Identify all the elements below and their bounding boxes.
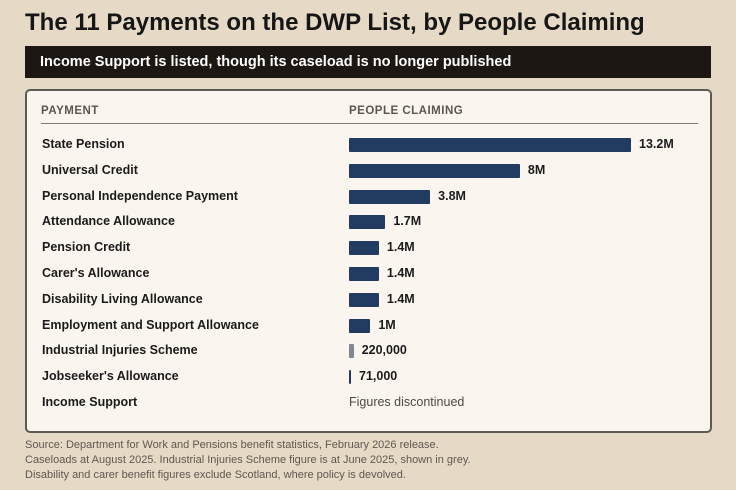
payment-label: Income Support	[42, 395, 138, 409]
bar-chart-rows: State Pension 13.2M Universal Credit 8M Pers…	[27, 91, 710, 431]
table-row: Personal Independence Payment 3.8M	[27, 184, 710, 210]
bar	[349, 241, 379, 256]
value-label: 8M	[527, 162, 546, 177]
bar	[349, 215, 386, 230]
source-line: Caseloads at August 2025. Industrial Inj…	[25, 454, 471, 466]
payment-label: Universal Credit	[42, 162, 138, 177]
page-title: The 11 Payments on the DWP List, by Peop…	[25, 9, 645, 36]
source-line: Source: Department for Work and Pensions…	[25, 439, 439, 451]
bar	[349, 292, 379, 307]
table-row: Disability Living Allowance 1.4M	[27, 287, 710, 313]
table-row: Pension Credit 1.4M	[27, 235, 710, 261]
table-row: Carer's Allowance 1.4M	[27, 261, 710, 287]
table-row: Attendance Allowance 1.7M	[27, 209, 710, 235]
payment-label: Personal Independence Payment	[42, 188, 238, 203]
value-label: 1.4M	[386, 266, 415, 280]
value-label: 71,000	[359, 369, 398, 384]
value-label: 1.4M	[386, 240, 415, 255]
column-header-people-claiming: PEOPLE CLAIMING	[349, 105, 464, 117]
header-divider	[41, 123, 698, 124]
table-row: Industrial Injuries Scheme 220,000	[27, 338, 710, 364]
value-label: 3.8M	[438, 188, 466, 203]
column-header-payment: PAYMENT	[41, 105, 99, 117]
table-row: State Pension 13.2M	[27, 132, 710, 158]
bar	[349, 370, 351, 385]
bar	[349, 189, 431, 204]
value-label: 1M	[378, 317, 396, 332]
chart-card: PAYMENT PEOPLE CLAIMING State Pension 13.…	[25, 89, 712, 433]
table-row: Income Support Figures discontinued	[27, 390, 710, 416]
payment-label: Jobseeker's Allowance	[42, 369, 179, 384]
subtitle-banner: Income Support is listed, though its cas…	[25, 46, 711, 78]
payment-label: Carer's Allowance	[42, 266, 150, 280]
discontinued-note: Figures discontinued	[349, 395, 465, 409]
payment-label: Industrial Injuries Scheme	[42, 343, 198, 358]
source-line: Disability and carer benefit figures exc…	[25, 469, 406, 481]
bar	[349, 318, 371, 333]
value-label: 13.2M	[639, 137, 674, 151]
bar	[349, 138, 631, 152]
bar	[349, 163, 520, 178]
payment-label: Disability Living Allowance	[42, 291, 203, 306]
bar	[349, 267, 379, 281]
payment-label: State Pension	[42, 137, 125, 151]
bar	[349, 344, 354, 359]
table-row: Employment and Support Allowance 1M	[27, 313, 710, 339]
value-label: 1.4M	[386, 291, 415, 306]
source-notes: Source: Department for Work and Pensions…	[25, 438, 471, 483]
table-row: Universal Credit 8M	[27, 158, 710, 184]
value-label: 1.7M	[393, 214, 422, 229]
payment-label: Employment and Support Allowance	[42, 317, 259, 332]
payment-label: Pension Credit	[42, 240, 131, 255]
value-label: 220,000	[361, 343, 407, 358]
table-row: Jobseeker's Allowance 71,000	[27, 364, 710, 390]
payment-label: Attendance Allowance	[42, 214, 175, 229]
